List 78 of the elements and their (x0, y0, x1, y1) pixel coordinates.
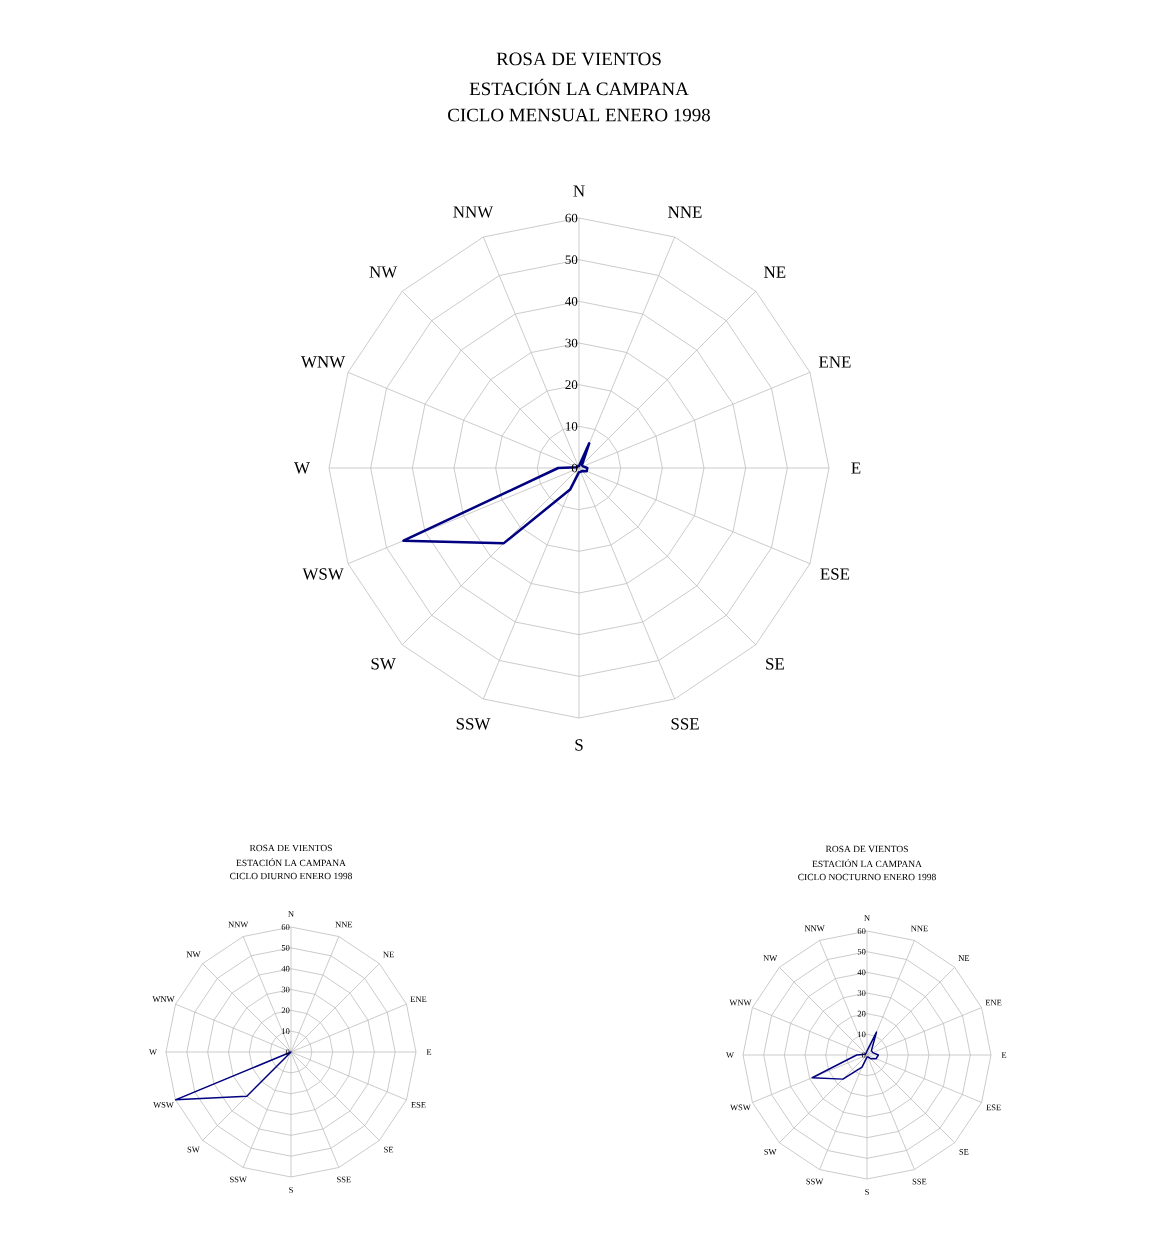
spoke-label: SSW (456, 718, 491, 730)
y-tick-label: 20 (857, 1010, 866, 1017)
spoke-label: E (851, 462, 861, 474)
y-tick-label: 10 (282, 1028, 290, 1035)
spoke-label: SW (764, 1149, 777, 1155)
y-tick-label: 40 (565, 296, 578, 306)
spoke-label: WSW (730, 1104, 751, 1111)
spoke-label: NE (958, 955, 970, 961)
spoke-label: WNW (729, 999, 752, 1006)
spoke-label: SW (371, 658, 396, 670)
spoke-label: WNW (152, 996, 175, 1003)
spoke-label: NNW (453, 206, 494, 218)
y-tick-label: 40 (857, 969, 866, 976)
spoke-label: WSW (153, 1101, 174, 1108)
y-tick-label: 60 (857, 928, 866, 934)
spoke-label: SE (766, 658, 784, 670)
y-tick-label: 50 (857, 948, 866, 955)
spoke-label: WNW (301, 356, 346, 368)
spoke-label: N (864, 915, 870, 921)
chart-title: ROSA DE VIENTOS (825, 845, 908, 853)
y-tick-label: 50 (281, 945, 290, 951)
spoke-label: SSW (230, 1176, 247, 1183)
spoke-label: E (426, 1049, 432, 1055)
spoke-label: NNE (910, 925, 928, 932)
spoke-label: SSE (912, 1178, 927, 1185)
spoke-label: SE (384, 1146, 394, 1153)
spoke-label: NNE (335, 921, 353, 928)
spoke-label: NE (764, 266, 786, 278)
y-tick-label: 20 (281, 1007, 290, 1014)
spoke-label: ESE (986, 1104, 1001, 1111)
spoke-label: NNE (668, 206, 702, 218)
y-tick-label: 30 (857, 990, 866, 996)
y-tick-label: 0 (571, 463, 578, 473)
y-tick-label: 10 (566, 421, 578, 431)
spoke-label: NW (763, 955, 778, 961)
spoke-label: N (573, 185, 585, 197)
spoke-label: S (289, 1187, 293, 1193)
spoke-label: ENE (818, 356, 851, 368)
spoke-label: NNW (804, 925, 825, 932)
y-tick-label: 20 (565, 380, 578, 390)
text: CICLO NOCTURNO ENERO 1998 (798, 873, 936, 881)
spoke-label: S (865, 1189, 869, 1195)
spoke-label: E (1001, 1052, 1007, 1058)
y-tick-label: 10 (858, 1031, 866, 1038)
spoke-label: SSW (806, 1178, 824, 1185)
chart-subtitle: ESTACIÓN LA CAMPANA (469, 78, 689, 96)
spoke-label: ESE (820, 568, 850, 580)
chart-subtitle: ESTACIÓN LA CAMPANA (236, 857, 346, 867)
spoke-label: ENE (985, 999, 1002, 1006)
spoke-label: SE (959, 1149, 969, 1155)
spoke-label: N (288, 911, 294, 917)
chart-title: ROSA DE VIENTOS (496, 52, 661, 66)
y-tick-label: 0 (285, 1049, 290, 1055)
spoke-label: W (726, 1052, 734, 1058)
text: CICLO DIURNO ENERO 1998 (230, 872, 353, 880)
spoke-label: ESE (411, 1101, 426, 1108)
spoke-label: NW (186, 951, 201, 958)
spoke-label: SSE (671, 718, 699, 730)
y-tick-label: 0 (861, 1052, 866, 1058)
spoke-label: SSE (337, 1176, 351, 1183)
y-tick-label: 40 (281, 965, 290, 972)
spoke-label: WSW (302, 568, 344, 580)
y-tick-label: 60 (565, 213, 578, 223)
spoke-label: NE (383, 951, 394, 958)
spoke-label: NNW (228, 921, 249, 928)
spoke-label: S (575, 739, 583, 751)
spoke-label: SW (187, 1146, 200, 1153)
spoke-label: ENE (410, 996, 427, 1002)
text: CICLO MENSUAL ENERO 1998 (448, 108, 710, 122)
y-tick-label: 60 (281, 924, 290, 930)
spoke-label: W (149, 1049, 157, 1055)
y-tick-label: 30 (281, 986, 290, 993)
spoke-label: W (294, 462, 310, 474)
chart-subtitle: ESTACIÓN LA CAMPANA (812, 858, 922, 868)
y-tick-label: 50 (565, 255, 578, 265)
y-tick-label: 30 (565, 338, 578, 348)
spoke-label: NW (369, 266, 398, 278)
chart-title: ROSA DE VIENTOS (249, 844, 332, 852)
